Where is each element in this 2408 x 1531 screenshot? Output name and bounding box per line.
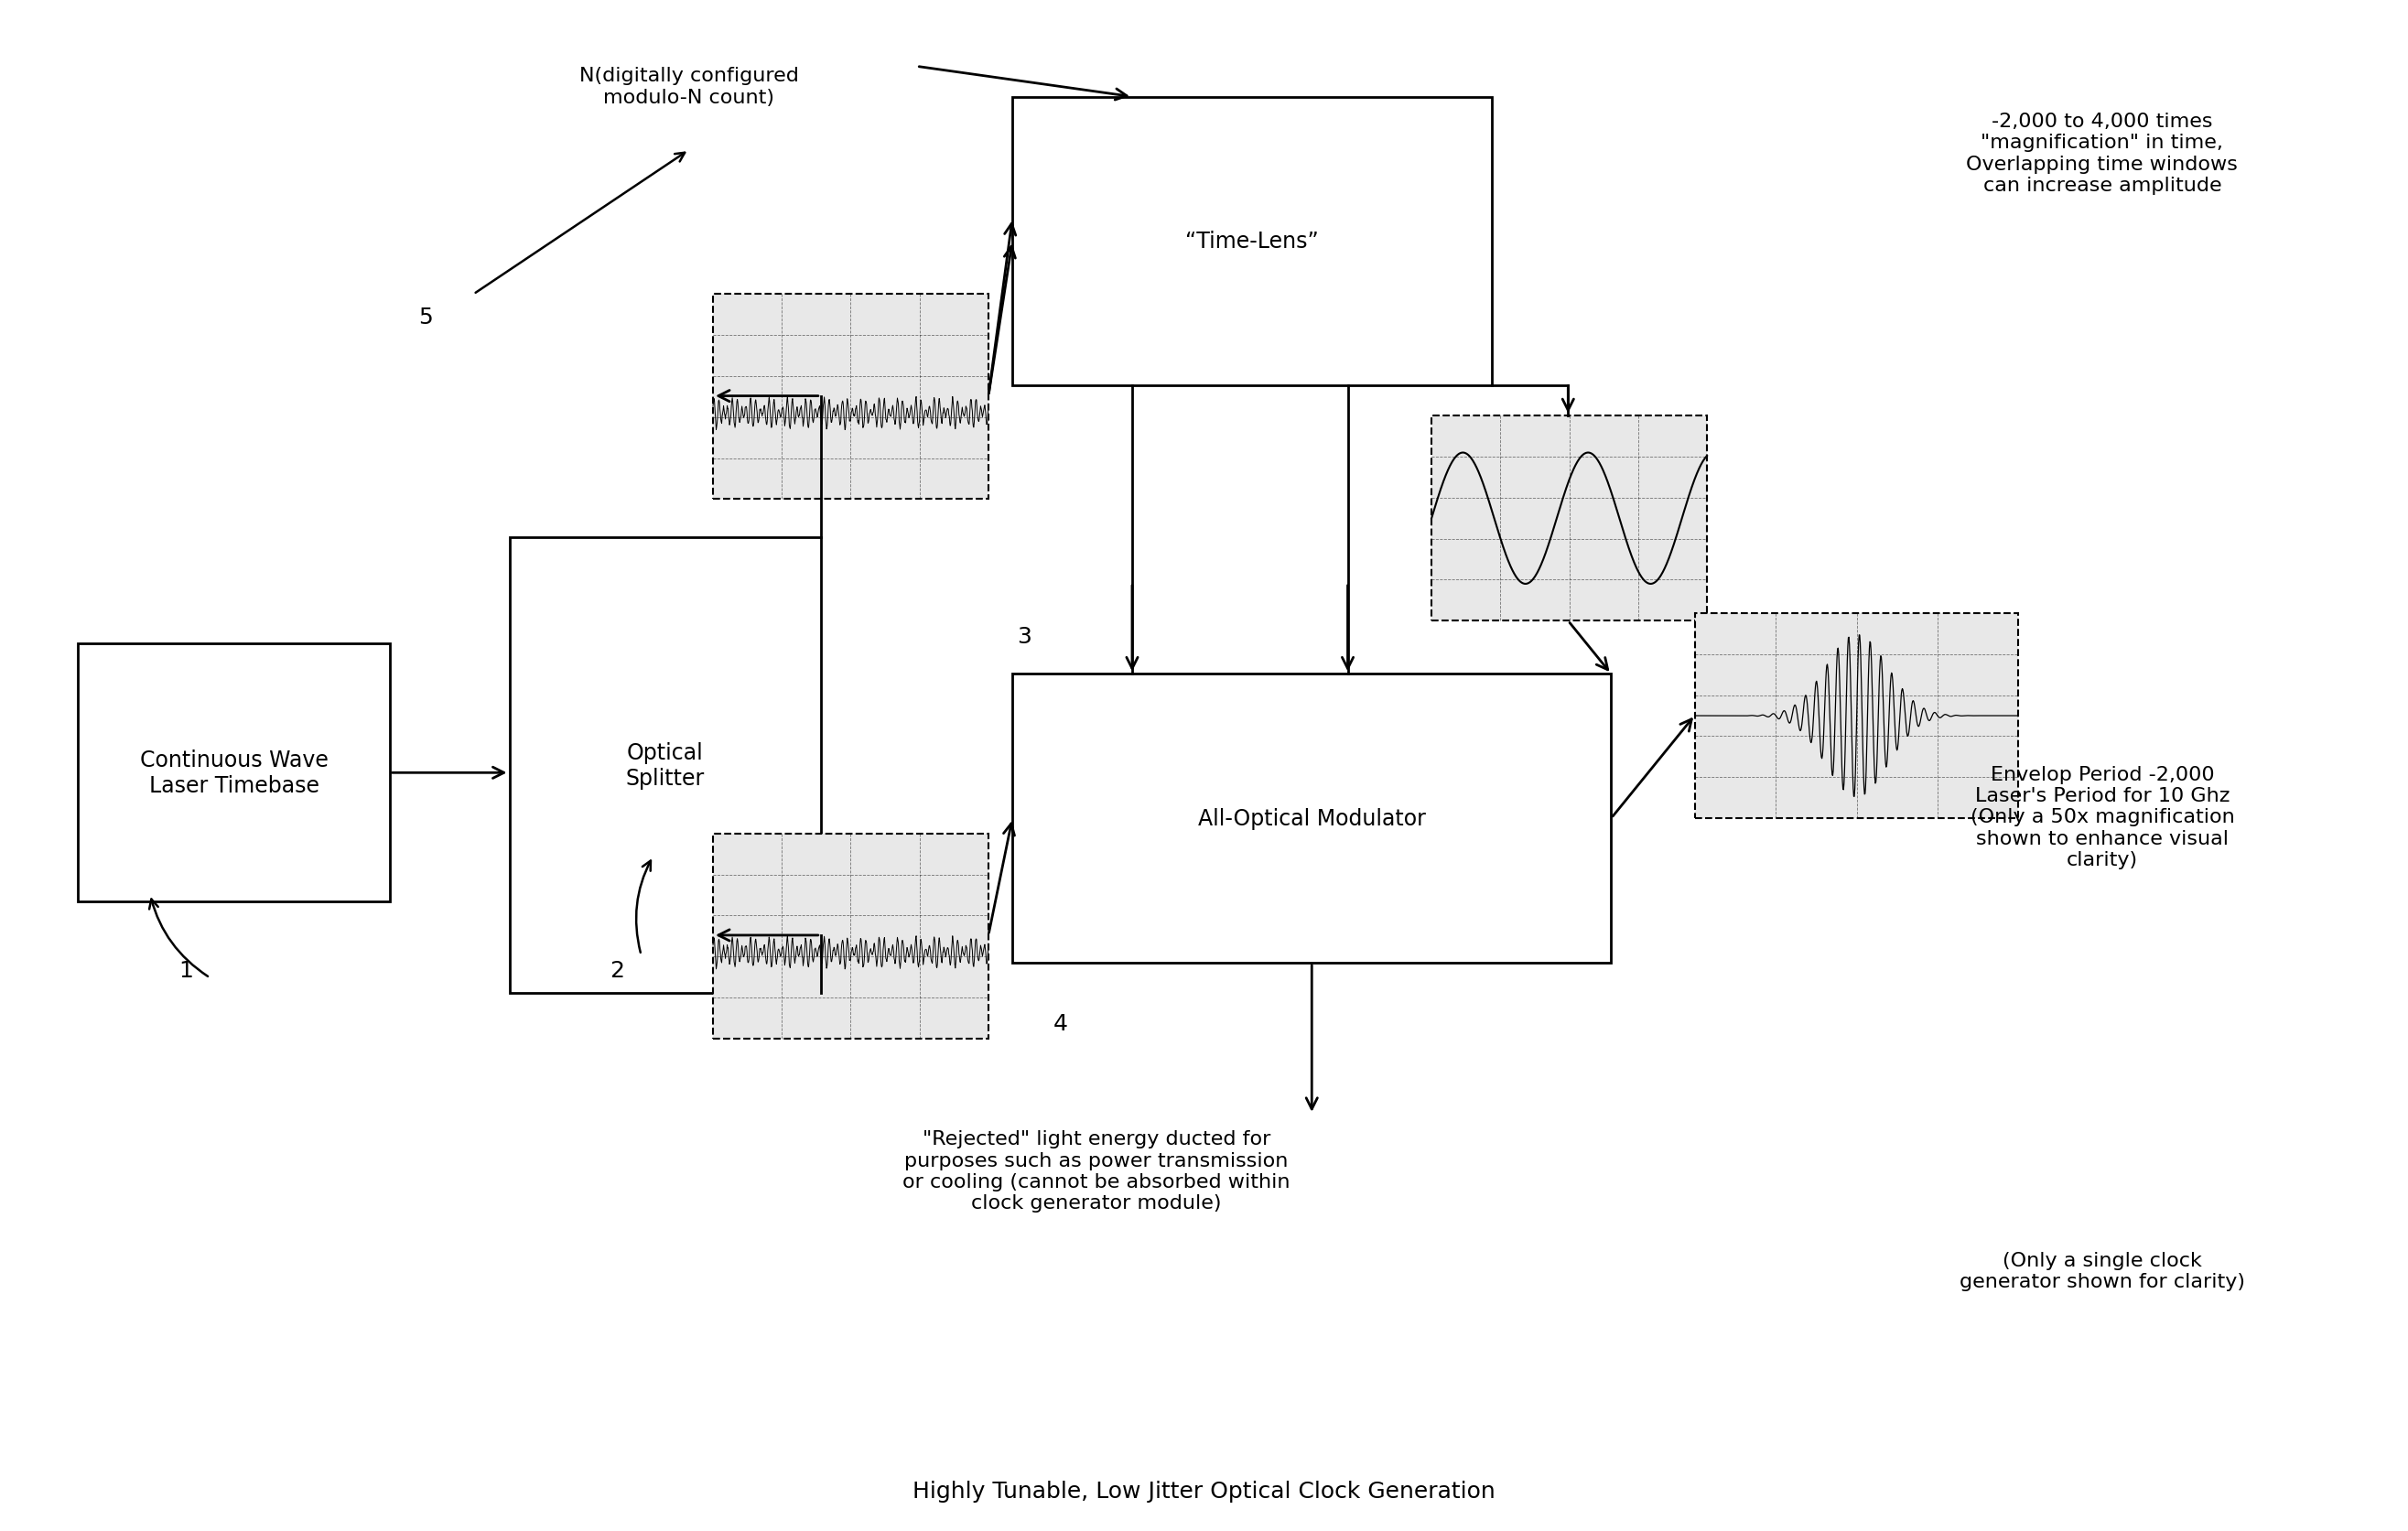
Text: 3: 3 bbox=[1016, 626, 1031, 648]
Bar bbox=[713, 295, 987, 499]
Bar bbox=[77, 645, 390, 902]
Bar bbox=[1011, 98, 1491, 386]
Text: 2: 2 bbox=[609, 960, 624, 981]
Text: All-Optical Modulator: All-Optical Modulator bbox=[1197, 808, 1426, 830]
Bar bbox=[1430, 416, 1707, 622]
Bar bbox=[1011, 674, 1611, 963]
Text: Optical
Splitter: Optical Splitter bbox=[626, 743, 706, 788]
Text: 5: 5 bbox=[419, 306, 433, 329]
Text: Highly Tunable, Low Jitter Optical Clock Generation: Highly Tunable, Low Jitter Optical Clock… bbox=[913, 1480, 1495, 1502]
Text: N(digitally configured
modulo-N count): N(digitally configured modulo-N count) bbox=[580, 67, 799, 107]
Text: (Only a single clock
generator shown for clarity): (Only a single clock generator shown for… bbox=[1960, 1251, 2244, 1291]
Text: 4: 4 bbox=[1052, 1012, 1067, 1035]
Text: Envelop Period -2,000
Laser's Period for 10 Ghz
(Only a 50x magnification
shown : Envelop Period -2,000 Laser's Period for… bbox=[1970, 766, 2235, 868]
Text: "Rejected" light energy ducted for
purposes such as power transmission
or coolin: "Rejected" light energy ducted for purpo… bbox=[903, 1130, 1291, 1213]
Bar bbox=[713, 834, 987, 1040]
Text: “Time-Lens”: “Time-Lens” bbox=[1185, 231, 1320, 253]
Text: 1: 1 bbox=[178, 960, 193, 981]
Bar bbox=[510, 537, 821, 994]
Text: Continuous Wave
Laser Timebase: Continuous Wave Laser Timebase bbox=[140, 749, 327, 796]
Bar bbox=[1695, 614, 2018, 819]
Text: -2,000 to 4,000 times
"magnification" in time,
Overlapping time windows
can incr: -2,000 to 4,000 times "magnification" in… bbox=[1967, 113, 2237, 194]
